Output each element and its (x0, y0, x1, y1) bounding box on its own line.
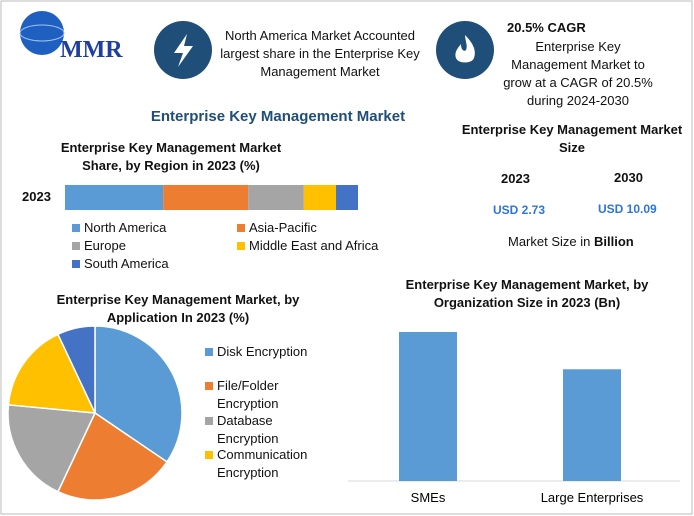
legend-swatch (237, 224, 245, 232)
legend-swatch (205, 451, 213, 459)
bar-segment (303, 185, 337, 210)
size-amount: USD 10.09 (598, 202, 657, 216)
legend-label: Database Encryption (217, 413, 279, 446)
x-tick-label: Large Enterprises (541, 490, 644, 505)
bar-segment (163, 185, 249, 210)
legend-label: Communication Encryption (217, 447, 308, 480)
size-year: 2023 (501, 171, 530, 186)
legend-label: Europe (84, 238, 126, 253)
highlight-text: North America Market Accounted largest s… (220, 28, 420, 79)
legend-item: Middle East and Africa (237, 237, 409, 255)
legend-item: File/Folder Encryption (205, 377, 329, 413)
main-title: Enterprise Key Management Market (150, 108, 406, 125)
legend-item: Communication Encryption (205, 446, 329, 482)
logo-globe (20, 11, 64, 55)
logo-ring (19, 24, 65, 42)
legend-item: North America (72, 219, 244, 237)
bolt (174, 34, 193, 67)
note: Market Size in (508, 234, 591, 249)
flame (455, 35, 475, 63)
legend-item: Asia-Pacific (237, 219, 409, 237)
legend-swatch (72, 260, 80, 268)
legend-label: South America (84, 256, 169, 271)
pie-slice (7, 333, 97, 414)
legend-swatch (205, 348, 213, 356)
bar-segment (65, 185, 164, 210)
legend-label: North America (84, 220, 167, 235)
legend-swatch (72, 242, 80, 250)
x-tick-label: SMEs (411, 490, 446, 505)
legend-item: Database Encryption (205, 412, 329, 448)
pie-slice (7, 403, 97, 493)
legend-swatch (205, 382, 213, 390)
legend-label: Disk Encryption (217, 344, 308, 359)
legend-label: Asia-Pacific (249, 220, 317, 235)
bar-segment (336, 185, 358, 210)
pie-slice (56, 325, 96, 414)
legend-label: Middle East and Africa (249, 238, 379, 253)
bar (563, 369, 621, 481)
legend-item: Europe (72, 237, 244, 255)
note-unit: Billion (594, 234, 634, 249)
chart-title: Enterprise Key Management Market Share, … (60, 140, 282, 173)
legend-swatch (237, 242, 245, 250)
highlight-text: Enterprise Key Management Market to grow… (503, 39, 653, 108)
chart-title: Enterprise Key Management Market, by Org… (405, 277, 649, 310)
legend-item: South America (72, 255, 244, 273)
legend-item: Disk Encryption (205, 343, 329, 361)
icon-flame (436, 21, 494, 79)
bar (399, 332, 457, 481)
size-amount: USD 2.73 (493, 203, 546, 217)
legend-swatch (72, 224, 80, 232)
chart-title: Enterprise Key Management Market, by App… (56, 292, 300, 325)
highlight-title: 20.5% CAGR (507, 20, 586, 35)
size-title: Enterprise Key Management Market Size (461, 122, 683, 155)
category-label: 2023 (22, 189, 51, 204)
size-note: Market Size in Billion (508, 233, 634, 251)
legend-label: File/Folder Encryption (217, 378, 279, 411)
size-year: 2030 (614, 170, 643, 185)
pie-slice (94, 325, 183, 463)
logo-text: MMR (60, 37, 123, 63)
legend-swatch (205, 417, 213, 425)
bar-segment (248, 185, 304, 210)
